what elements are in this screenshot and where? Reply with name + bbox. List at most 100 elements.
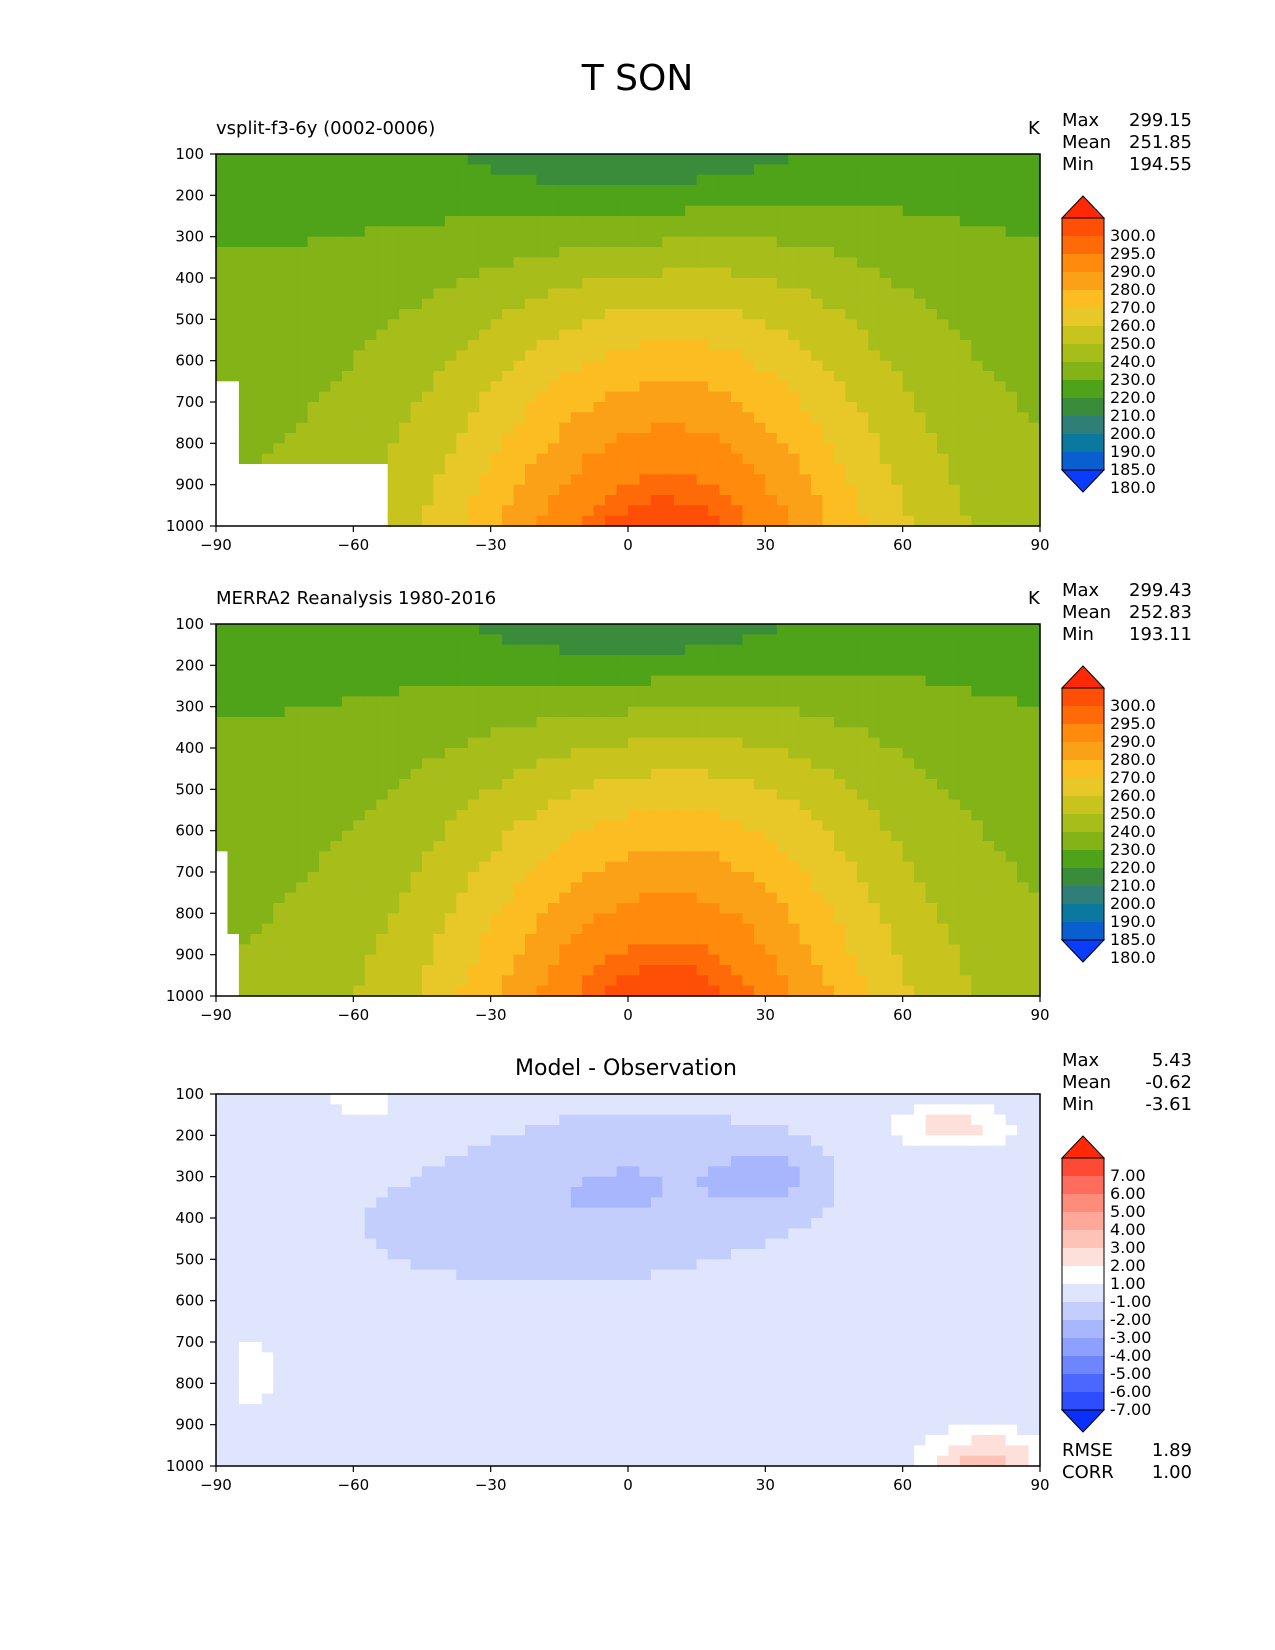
field-cell: [925, 205, 938, 217]
field-cell: [227, 944, 240, 956]
field-cell: [879, 851, 892, 863]
field-cell: [536, 195, 549, 207]
field-cell: [879, 779, 892, 790]
field-cell: [593, 903, 606, 914]
field-cell: [811, 309, 824, 320]
field-cell: [296, 453, 309, 465]
field-cell: [937, 841, 950, 852]
field-cell: [1028, 340, 1041, 351]
field-cell: [662, 371, 675, 382]
field-cell: [845, 830, 858, 842]
field-cell: [662, 340, 675, 351]
field-cell: [685, 944, 698, 956]
field-cell: [914, 515, 927, 527]
field-cell: [456, 319, 469, 331]
field-cell: [959, 422, 972, 434]
field-cell: [925, 298, 938, 310]
field-cell: [284, 350, 297, 362]
field-cell: [742, 861, 755, 873]
field-cell: [914, 257, 927, 269]
field-cell: [639, 696, 652, 708]
field-cell: [399, 515, 412, 527]
field-cell: [284, 779, 297, 790]
field-cell: [834, 841, 847, 852]
field-cell: [708, 247, 721, 258]
field-cell: [719, 861, 732, 873]
field-cell: [376, 236, 389, 248]
field-cell: [319, 257, 332, 269]
field-cell: [490, 360, 503, 372]
field-cell: [650, 391, 663, 403]
field-cell: [456, 779, 469, 790]
field-cell: [822, 205, 835, 217]
field-cell: [731, 226, 744, 238]
field-cell: [319, 820, 332, 832]
field-cell: [341, 913, 354, 925]
field-cell: [776, 851, 789, 863]
field-cell: [856, 402, 869, 413]
field-cell: [879, 758, 892, 770]
field-cell: [696, 371, 709, 382]
field-cell: [605, 236, 618, 248]
field-cell: [422, 748, 435, 759]
field-cell: [673, 758, 686, 770]
field-cell: [605, 820, 618, 832]
field-cell: [216, 495, 229, 506]
field-cell: [364, 696, 377, 708]
field-cell: [364, 515, 377, 527]
field-cell: [273, 789, 286, 801]
field-cell: [387, 644, 400, 656]
field-cell: [410, 717, 423, 728]
field-cell: [891, 381, 904, 393]
field-cell: [490, 820, 503, 832]
field-cell: [788, 975, 801, 987]
field-cell: [456, 164, 469, 176]
field-cell: [536, 717, 549, 728]
field-cell: [284, 985, 297, 997]
field-cell: [433, 412, 446, 424]
field-cell: [937, 319, 950, 331]
field-cell: [273, 923, 286, 935]
field-cell: [319, 789, 332, 801]
field-cell: [914, 226, 927, 238]
field-cell: [1028, 226, 1041, 238]
field-cell: [719, 624, 732, 635]
field-cell: [410, 820, 423, 832]
field-cell: [570, 820, 583, 832]
field-cell: [353, 830, 366, 842]
field-cell: [387, 350, 400, 362]
field-cell: [937, 154, 950, 165]
field-cell: [982, 412, 995, 424]
field-cell: [879, 882, 892, 894]
field-cell: [685, 644, 698, 656]
field-cell: [731, 768, 744, 780]
field-cell: [341, 655, 354, 666]
field-cell: [662, 655, 675, 666]
field-cell: [330, 381, 343, 393]
field-cell: [387, 453, 400, 465]
field-cell: [479, 748, 492, 759]
field-cell: [719, 779, 732, 790]
field-cell: [376, 402, 389, 413]
field-cell: [341, 236, 354, 248]
field-cell: [364, 706, 377, 718]
field-cell: [879, 474, 892, 486]
field-cell: [330, 278, 343, 289]
field-cell: [433, 913, 446, 925]
field-cell: [925, 216, 938, 227]
field-cell: [662, 748, 675, 759]
field-cell: [719, 453, 732, 465]
field-cell: [261, 474, 274, 486]
field-cell: [376, 422, 389, 434]
field-cell: [845, 350, 858, 362]
field-cell: [273, 474, 286, 486]
field-cell: [948, 624, 961, 635]
field-cell: [914, 892, 927, 904]
field-cell: [834, 350, 847, 362]
field-cell: [891, 923, 904, 935]
field-cell: [490, 195, 503, 207]
field-cell: [250, 923, 263, 935]
field-cell: [891, 810, 904, 821]
field-cell: [330, 965, 343, 976]
field-cell: [799, 319, 812, 331]
